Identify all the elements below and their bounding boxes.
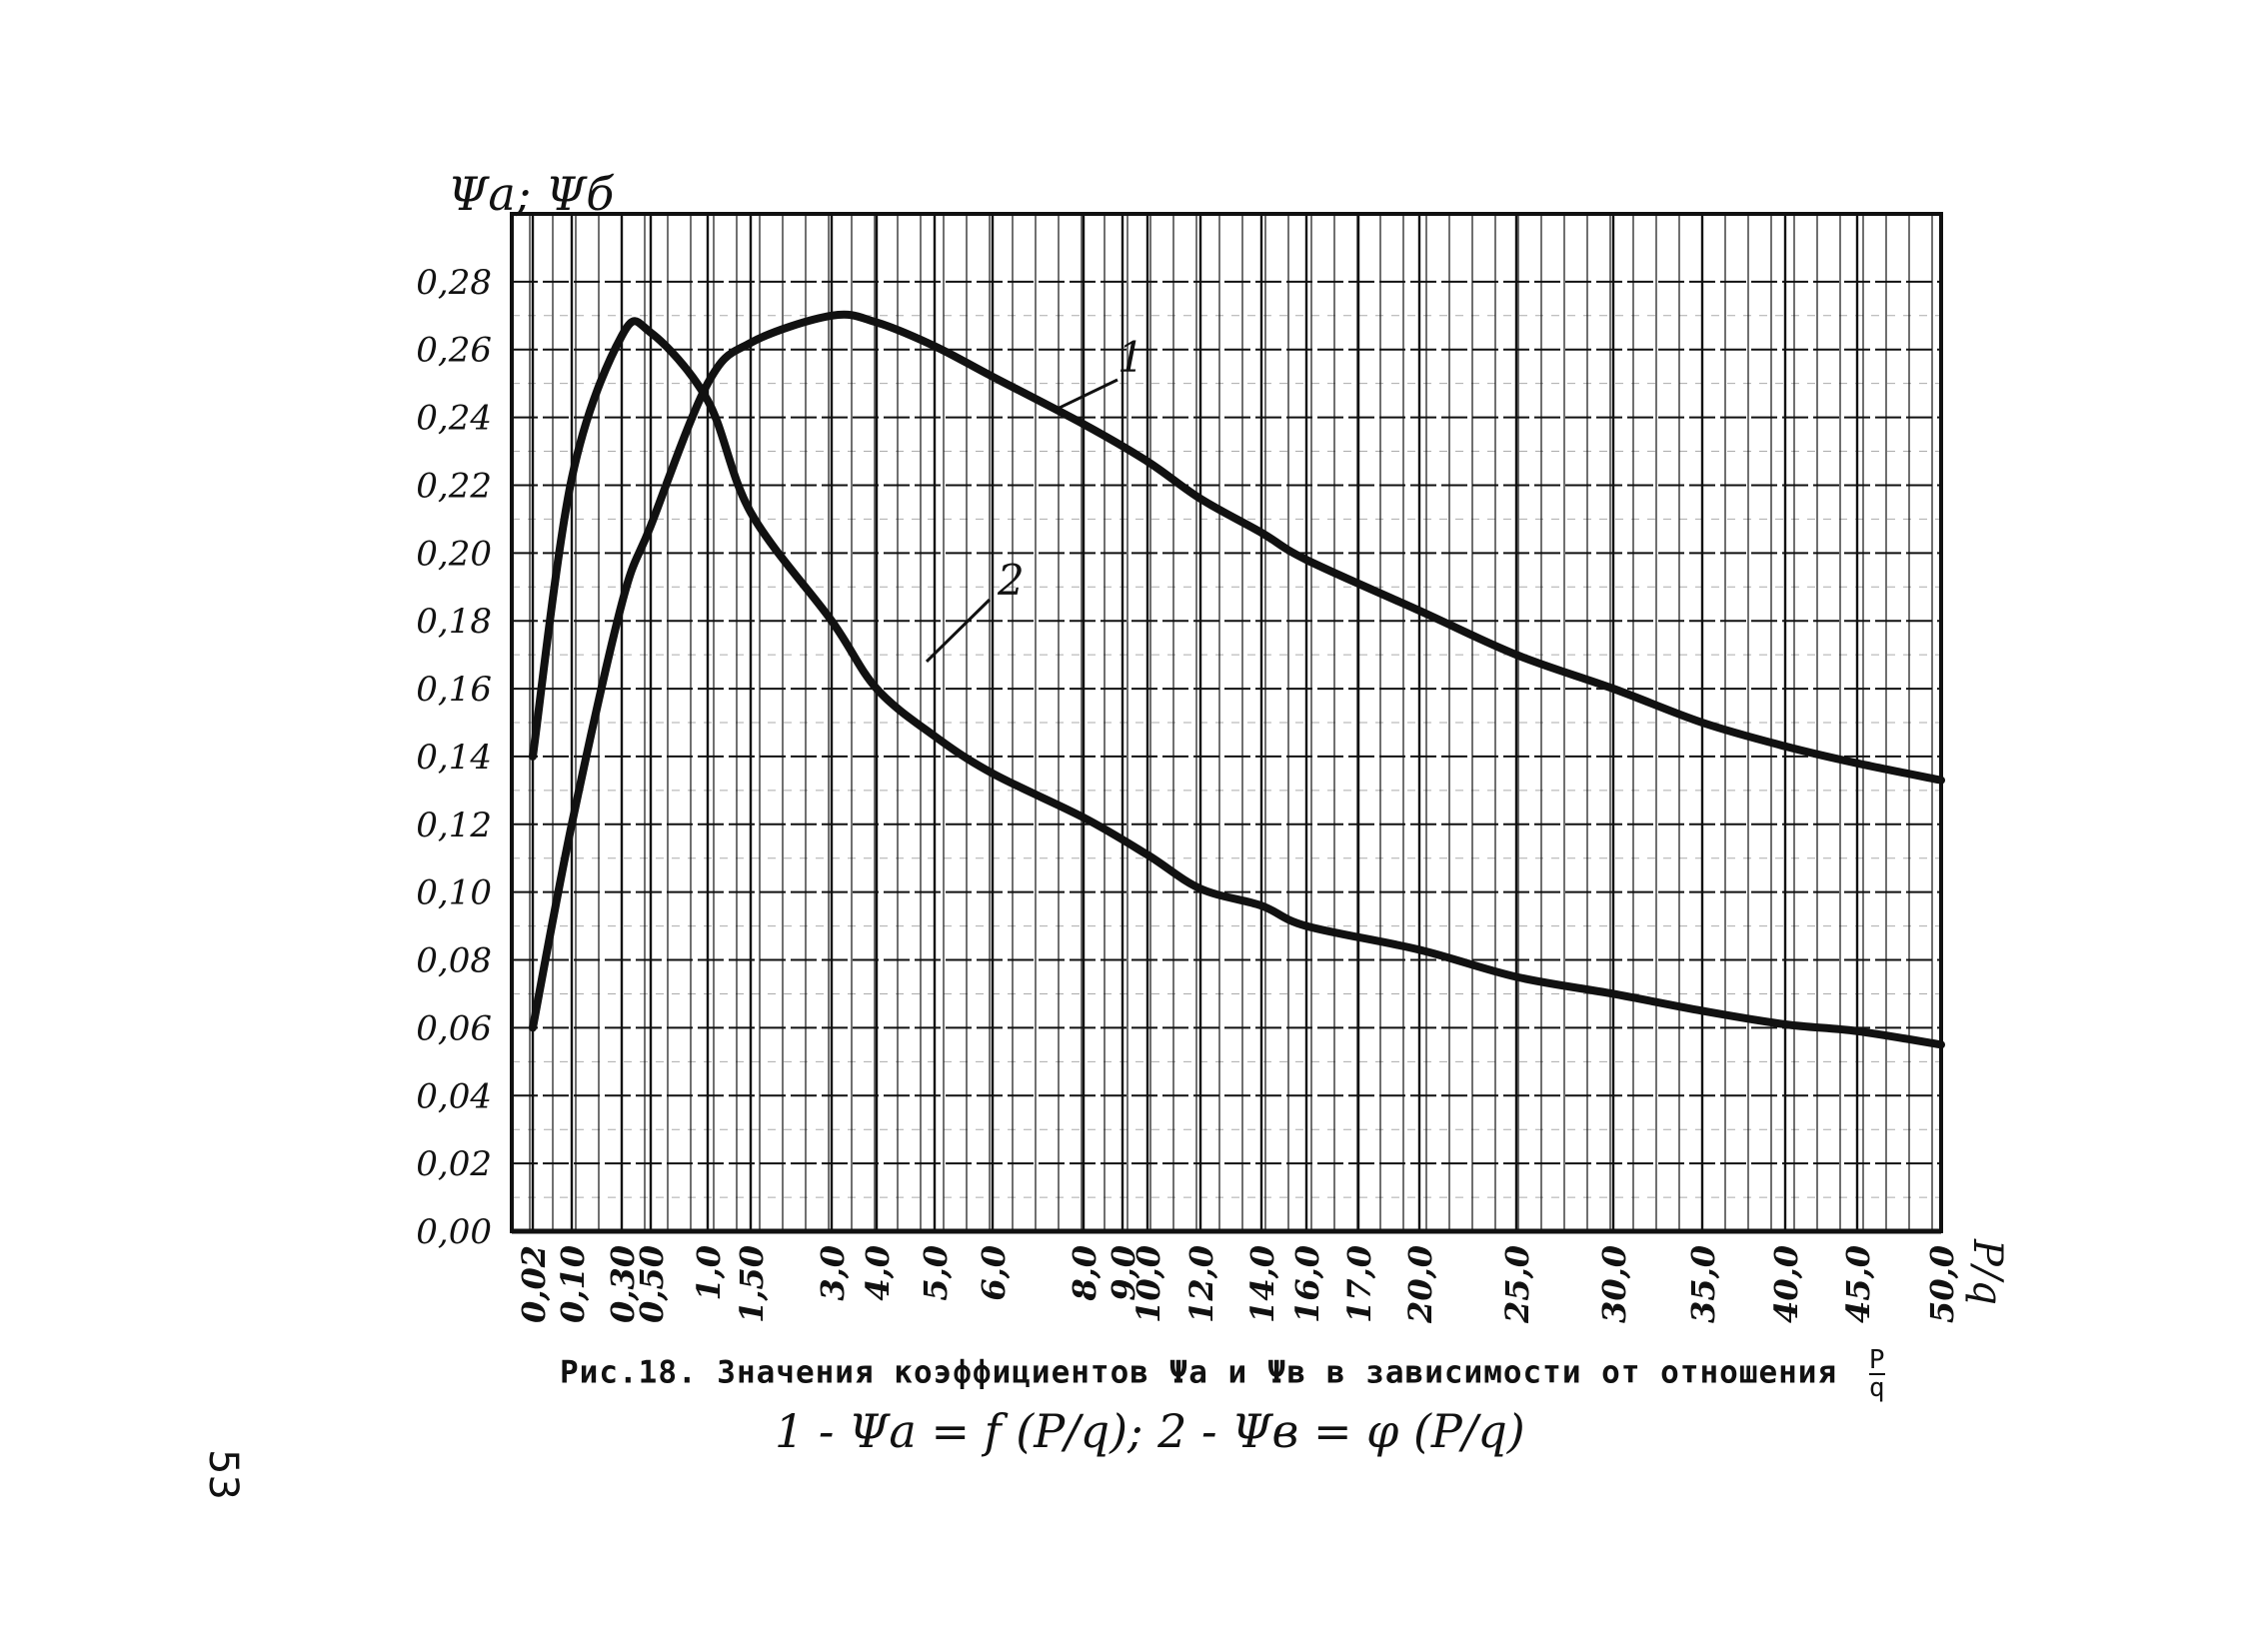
x-tick-label: 0,30 <box>604 1245 642 1323</box>
figure-caption: Рис.18. Значения коэффициентов Ψa и Ψв в… <box>560 1345 1886 1403</box>
x-tick-label: 45,0 <box>1839 1245 1877 1323</box>
x-tick-label: 16,0 <box>1288 1245 1326 1323</box>
caption-text: Рис.18. Значения коэффициентов Ψa и Ψв в… <box>560 1354 1838 1391</box>
y-tick-label: 0,20 <box>416 534 492 574</box>
x-tick-label: 0,02 <box>515 1245 553 1323</box>
grid-lines <box>512 214 1943 1232</box>
y-tick-label: 0,18 <box>416 602 492 642</box>
x-tick-label: 4,0 <box>859 1245 897 1301</box>
x-tick-label: 12,0 <box>1182 1245 1220 1323</box>
y-tick-labels: 0,00 0,02 0,04 0,06 0,08 0,10 0,12 0,14 0,16 0,18… <box>416 263 492 1252</box>
x-tick-label: 8,0 <box>1066 1245 1104 1302</box>
y-tick-label: 0,22 <box>416 466 492 506</box>
caption-fraction: P q <box>1868 1345 1886 1403</box>
x-tick-label: 30,0 <box>1595 1245 1633 1323</box>
x-tick-label: 35,0 <box>1684 1245 1722 1323</box>
y-tick-label: 0,24 <box>416 399 492 439</box>
y-tick-label: 0,28 <box>416 263 492 303</box>
curve-label: 1 <box>1118 333 1144 382</box>
x-tick-label: 0,50 <box>633 1245 671 1323</box>
x-tick-label: 20,0 <box>1401 1245 1439 1324</box>
x-tick-label: 1,50 <box>733 1245 771 1323</box>
y-tick-label: 0,16 <box>416 670 492 710</box>
x-tick-label: 25,0 <box>1498 1245 1536 1324</box>
curve-label-leader <box>925 598 992 663</box>
curve-label: 2 <box>997 556 1025 605</box>
y-tick-label: 0,00 <box>416 1212 492 1252</box>
y-tick-label: 0,04 <box>416 1076 492 1116</box>
x-tick-label: 10,0 <box>1129 1245 1167 1323</box>
curve-label-leader <box>1053 378 1119 413</box>
y-axis-label: Ψa; Ψб <box>448 167 615 221</box>
x-axis-label: P/q <box>1964 1238 2010 1305</box>
x-tick-label: 3,0 <box>814 1245 852 1301</box>
y-tick-label: 0,10 <box>416 873 492 913</box>
x-tick-label: 6,0 <box>975 1245 1013 1301</box>
y-tick-label: 0,08 <box>416 941 492 981</box>
x-tick-label: 50,0 <box>1923 1245 1961 1323</box>
x-tick-label: 9,0 <box>1105 1245 1142 1301</box>
x-tick-label: 17,0 <box>1340 1245 1378 1323</box>
caption-fraction-num: P <box>1868 1345 1886 1375</box>
x-tick-label: 0,10 <box>554 1245 592 1323</box>
page-number: 53 <box>200 1449 246 1500</box>
y-tick-label: 0,06 <box>416 1008 492 1048</box>
series-line-2 <box>529 317 1945 1049</box>
x-tick-label: 40,0 <box>1767 1245 1805 1323</box>
curve-labels: 12 <box>925 333 1144 663</box>
y-tick-label: 0,14 <box>416 738 492 778</box>
caption-fraction-den: q <box>1868 1373 1886 1403</box>
x-tick-label: 5,0 <box>917 1245 955 1301</box>
x-tick-label: 14,0 <box>1243 1245 1281 1323</box>
y-tick-label: 0,02 <box>416 1144 492 1184</box>
figure-formula: 1 - Ψa = f (P/q); 2 - Ψв = φ (P/q) <box>775 1404 1525 1458</box>
y-tick-label: 0,26 <box>416 331 492 371</box>
series-lines <box>529 310 1945 1049</box>
y-tick-label: 0,12 <box>416 806 492 845</box>
x-tick-labels: 0,02 0,10 0,300,50 1,0 1,50 3,0 4,0 5,0 6,0 8,0 9,… <box>515 1245 1961 1324</box>
x-tick-label: 1,0 <box>690 1245 728 1301</box>
series-line-1 <box>529 310 1945 1032</box>
plot-frame <box>510 212 1943 1234</box>
